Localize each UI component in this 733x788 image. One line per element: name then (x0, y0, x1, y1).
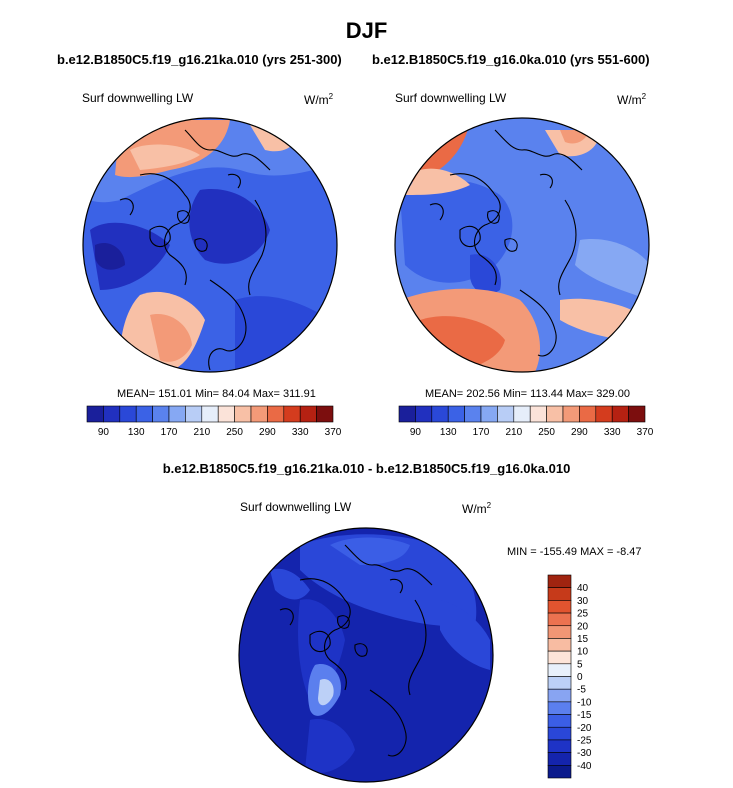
panel1-colorbar-box-7 (201, 405, 219, 423)
panel3-colorbar-tick-label: 20 (577, 621, 589, 632)
panel2-colorbar-box-11 (579, 405, 597, 423)
panel1-colorbar-tick-label: 370 (325, 427, 342, 438)
panel1-colorbar: 90 130 170 210 250 290 330 370 (86, 405, 342, 438)
panel1-colorbar-tick-label: 210 (193, 427, 210, 438)
panel2-units: W/m2 (617, 92, 647, 107)
panel1-colorbar-box-5 (168, 405, 186, 423)
panel1-colorbar-tick-label: 250 (226, 427, 243, 438)
panel1-colorbar-box-9 (234, 405, 252, 423)
panel2-stats: MEAN= 202.56 Min= 113.44 Max= 329.00 (425, 388, 630, 400)
panel2-colorbar-box-2 (431, 405, 449, 423)
panel3-colorbar-box-9 (547, 688, 572, 703)
panel3-colorbar-box-1 (547, 587, 572, 601)
panel3-colorbar-tick-label: -20 (577, 723, 592, 734)
panel1-colorbar-box-12 (283, 405, 301, 423)
panel1-colorbar-box-10 (250, 405, 268, 423)
panel2-colorbar-box-8 (529, 405, 547, 423)
panel3-colorbar-box-0 (547, 574, 572, 588)
panel2-colorbar-box-10 (562, 405, 580, 423)
panel1-stats: MEAN= 151.01 Min= 84.04 Max= 311.91 (117, 388, 316, 400)
panel2-colorbar-tick-label: 250 (538, 427, 555, 438)
panel2-colorbar-tick-label: 170 (473, 427, 490, 438)
panel3-colorbar-box-5 (547, 638, 572, 652)
panel1-colorbar-box-3 (135, 405, 153, 423)
panel3-colorbar-box-15 (547, 765, 572, 779)
panel2-colorbar-tick-label: 370 (637, 427, 654, 438)
panel3-colorbar-box-8 (547, 676, 572, 690)
panel1-colorbar-tick-label: 290 (259, 427, 276, 438)
panel2-colorbar-box-3 (447, 405, 465, 423)
panel2-colorbar-tick-label: 130 (440, 427, 457, 438)
panel1-colorbar-box-6 (185, 405, 203, 423)
panel1-colorbar-box-11 (267, 405, 285, 423)
panel3-colorbar-tick-label: -15 (577, 710, 592, 721)
panel1-colorbar-tick-label: 170 (161, 427, 178, 438)
panel3-colorbar-tick-label: -25 (577, 735, 592, 746)
panel3-colorbar-tick-label: 25 (577, 609, 589, 620)
panel3-colorbar-tick-label: 30 (577, 596, 589, 607)
panel3-colorbar-box-12 (547, 726, 572, 741)
panel2-colorbar-box-12 (595, 405, 613, 423)
panel1-colorbar-box-2 (119, 405, 137, 423)
panel1-colorbar-tick-label: 90 (98, 427, 110, 438)
panel3-colorbar-box-14 (547, 752, 572, 766)
panel1-colorbar-tick-label: 130 (128, 427, 145, 438)
panel2-colorbar-tick-label: 90 (410, 427, 422, 438)
panel2-colorbar-box-13 (611, 405, 629, 423)
panel3-colorbar-box-4 (547, 625, 572, 639)
panel2-colorbar-box-5 (480, 405, 498, 423)
panel2-colorbar-box-14 (628, 405, 646, 423)
plot-title: DJF (345, 18, 388, 43)
panel1-map (83, 118, 337, 372)
panel3-colorbar-box-6 (547, 650, 572, 665)
panel1-title: b.e12.B1850C5.f19_g16.21ka.010 (yrs 251-… (57, 52, 342, 67)
panel3-colorbar-tick-label: -30 (577, 748, 592, 759)
panel3-colorbar-tick-label: 5 (577, 659, 583, 670)
panel1-colorbar-box-14 (316, 405, 334, 423)
panel3-colorbar-box-2 (547, 600, 572, 614)
panel2-colorbar-box-7 (513, 405, 531, 423)
panel3-variable: Surf downwelling LW (240, 500, 352, 514)
panel3-units: W/m2 (462, 501, 492, 516)
panel3-colorbar-tick-label: -10 (577, 697, 592, 708)
panel1-colorbar-tick-label: 330 (292, 427, 309, 438)
panel3-colorbar-box-11 (547, 714, 572, 728)
panel3-colorbar-box-7 (547, 663, 572, 677)
panel2-colorbar-box-1 (415, 405, 433, 423)
panel2-colorbar-box-9 (546, 405, 564, 423)
panel3-colorbar-box-10 (547, 701, 572, 715)
panel1-units: W/m2 (304, 92, 334, 107)
panel3-stats: MIN = -155.49 MAX = -8.47 (507, 546, 642, 558)
panel1-colorbar-box-1 (103, 405, 121, 423)
panel2-title: b.e12.B1850C5.f19_g16.0ka.010 (yrs 551-6… (372, 52, 650, 67)
panel1-colorbar-box-13 (299, 405, 317, 423)
panel3-colorbar-tick-label: 10 (577, 647, 589, 658)
panel2-colorbar: 90 130 170 210 250 290 330 370 (398, 405, 654, 438)
panel3-colorbar-tick-label: -5 (577, 685, 586, 696)
panel3-colorbar-box-3 (547, 612, 572, 627)
panel1-colorbar-box-0 (86, 405, 104, 423)
panel1-variable: Surf downwelling LW (82, 91, 194, 105)
panel2-colorbar-box-6 (497, 405, 515, 423)
panel1-colorbar-box-4 (152, 405, 170, 423)
panel3-colorbar-tick-label: -40 (577, 761, 592, 772)
panel2-colorbar-tick-label: 210 (505, 427, 522, 438)
panel3-title: b.e12.B1850C5.f19_g16.21ka.010 - b.e12.B… (162, 461, 571, 476)
panel1-colorbar-box-8 (217, 405, 235, 423)
panel2-colorbar-box-4 (464, 405, 482, 423)
panel3-colorbar-tick-label: 0 (577, 672, 583, 683)
panel2-map (395, 118, 649, 372)
panel3-colorbar-tick-label: 15 (577, 634, 589, 645)
panel3-colorbar-box-13 (547, 739, 572, 753)
panel2-colorbar-tick-label: 330 (604, 427, 621, 438)
panel2-colorbar-box-0 (398, 405, 416, 423)
panel3-colorbar-tick-label: 40 (577, 583, 589, 594)
panel2-variable: Surf downwelling LW (395, 91, 507, 105)
panel3-map (239, 528, 493, 782)
panel2-colorbar-tick-label: 290 (571, 427, 588, 438)
